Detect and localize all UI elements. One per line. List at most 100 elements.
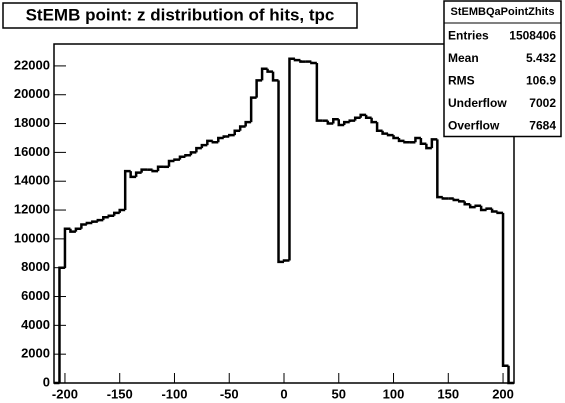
y-tick-label: 16000 xyxy=(14,144,50,159)
x-tick-label: -50 xyxy=(220,386,239,401)
histogram-bin xyxy=(85,221,93,225)
histogram-bin xyxy=(184,154,191,157)
histogram-bin xyxy=(342,120,350,126)
y-tick-label: 22000 xyxy=(14,57,50,72)
x-tick-label: 200 xyxy=(492,386,514,401)
histogram-bin xyxy=(441,197,449,200)
histogram-bin xyxy=(107,214,115,218)
histogram-bin xyxy=(501,212,509,367)
histogram-bin xyxy=(112,211,120,216)
histogram-bin xyxy=(102,215,109,221)
histogram-bin xyxy=(96,218,104,222)
histogram-bin xyxy=(332,117,339,124)
histogram-bin xyxy=(189,151,197,156)
histogram-bin xyxy=(118,208,126,213)
histogram-bin xyxy=(310,61,317,65)
histogram-bin xyxy=(271,71,279,82)
histogram-bin xyxy=(266,68,274,73)
histogram-bin xyxy=(260,67,268,81)
stats-label: Mean xyxy=(448,51,479,65)
histogram-bin xyxy=(217,136,224,143)
histogram-bin xyxy=(206,139,213,146)
histogram-bin xyxy=(479,205,487,212)
y-tick-label: 0 xyxy=(43,374,50,389)
stats-title: StEMBQaPointZhits xyxy=(451,6,555,18)
histogram-bin xyxy=(69,228,76,233)
y-tick-label: 20000 xyxy=(14,86,50,101)
histogram-bin xyxy=(277,80,284,264)
histogram-bin xyxy=(436,139,443,199)
histogram-bin xyxy=(167,159,175,167)
y-tick-label: 18000 xyxy=(14,115,50,130)
y-tick-label: 10000 xyxy=(14,230,50,245)
histogram-bin xyxy=(457,199,465,203)
y-tick-label: 4000 xyxy=(21,317,50,332)
histogram-bin xyxy=(282,259,290,262)
histogram-bin xyxy=(425,143,432,150)
histogram-bin xyxy=(397,137,405,143)
histogram-bin xyxy=(485,207,493,211)
histogram-bin xyxy=(249,96,257,123)
histogram-bin xyxy=(496,211,504,215)
histogram-bin xyxy=(244,120,252,127)
histogram-bin xyxy=(200,143,208,149)
histogram-bin xyxy=(211,140,219,144)
histogram-bin xyxy=(392,135,399,140)
histogram-bin xyxy=(381,130,389,135)
y-tick-label: 12000 xyxy=(14,201,50,216)
stats-value: 106.9 xyxy=(526,74,556,88)
histogram-bin xyxy=(91,220,98,224)
histogram-bin xyxy=(255,79,263,98)
histogram-bin xyxy=(414,136,421,143)
histogram-bin xyxy=(375,122,383,133)
histogram-bin xyxy=(238,125,246,131)
y-tick-label: 14000 xyxy=(14,173,50,188)
histogram-bin xyxy=(419,137,427,145)
y-tick-label: 6000 xyxy=(21,288,50,303)
histogram-bin xyxy=(293,58,301,62)
histogram-bin xyxy=(173,158,180,162)
histogram-bin xyxy=(299,60,306,63)
x-tick-label: 150 xyxy=(437,386,459,401)
histogram-bin xyxy=(353,116,361,121)
x-tick-label: 50 xyxy=(332,386,346,401)
histogram-bin xyxy=(430,138,438,149)
stats-label: Overflow xyxy=(448,119,500,133)
histogram-bin xyxy=(151,169,159,173)
stats-value: 7684 xyxy=(529,119,556,133)
histogram-bin xyxy=(359,113,367,118)
stats-label: RMS xyxy=(448,74,475,88)
histogram-bin xyxy=(452,198,460,202)
histogram-bin xyxy=(468,204,476,209)
y-tick-label: 8000 xyxy=(21,259,50,274)
histogram-bin xyxy=(403,140,410,144)
histogram-bin xyxy=(74,227,82,232)
histogram-bin xyxy=(178,155,186,160)
histogram-bin xyxy=(315,63,323,122)
histogram-bin xyxy=(222,135,230,138)
histogram-bin xyxy=(134,171,142,177)
histogram-bin xyxy=(288,57,295,261)
histogram-bin xyxy=(326,120,334,125)
x-tick-label: -100 xyxy=(161,386,187,401)
x-tick-label: -200 xyxy=(52,386,78,401)
histogram-bin xyxy=(233,129,241,136)
histogram-bin xyxy=(80,223,87,229)
stats-box xyxy=(443,0,562,138)
histogram-bin xyxy=(123,169,131,211)
histogram-bin xyxy=(337,119,345,127)
stats-label: Entries xyxy=(448,29,489,43)
x-tick-label: 0 xyxy=(280,386,287,401)
x-tick-label: -150 xyxy=(107,386,133,401)
stats-value: 5.432 xyxy=(526,51,556,65)
histogram-bin xyxy=(370,117,378,124)
chart-title: StEMB point: z distribution of hits, tpc xyxy=(26,5,335,24)
histogram-bin xyxy=(474,204,482,208)
histogram-bin xyxy=(463,201,471,206)
title-box xyxy=(2,2,358,29)
histogram-bin xyxy=(58,266,65,383)
x-tick-label: 100 xyxy=(383,386,405,401)
histogram-bin xyxy=(490,208,498,213)
stats-label: Underflow xyxy=(448,96,507,110)
